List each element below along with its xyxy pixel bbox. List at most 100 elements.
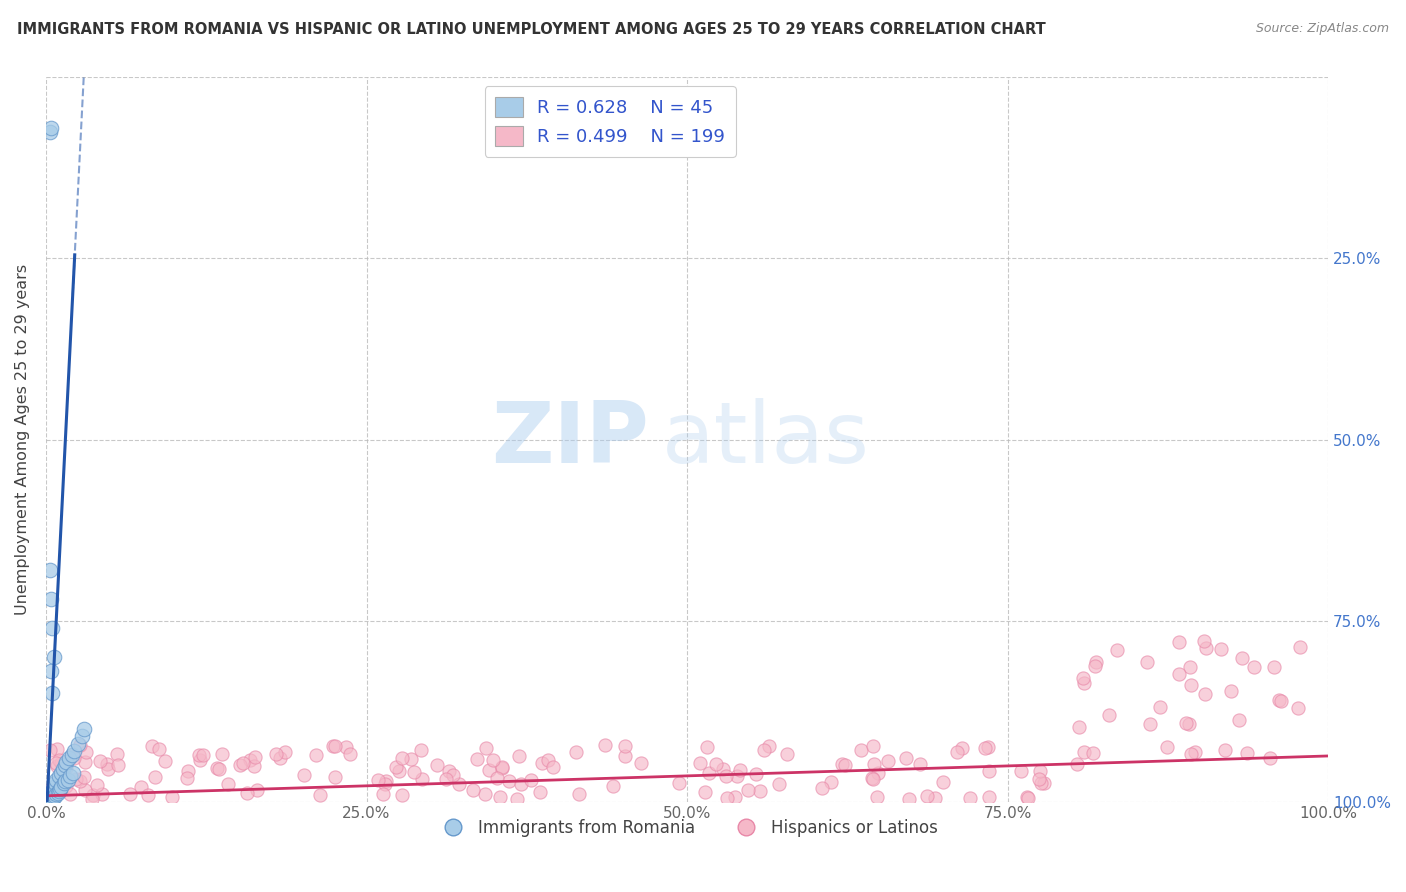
Point <box>44 789 66 803</box>
Point <box>56 772 79 787</box>
Point <box>51 780 73 794</box>
Point <box>69 738 91 752</box>
Point <box>437 764 460 778</box>
Point <box>537 753 560 767</box>
Point <box>714 769 737 783</box>
Point <box>1105 642 1128 657</box>
Point <box>932 774 955 789</box>
Point <box>273 745 295 759</box>
Point <box>449 777 471 791</box>
Point <box>38 783 60 797</box>
Point <box>188 753 211 767</box>
Point <box>1098 707 1121 722</box>
Point <box>39 786 62 800</box>
Point <box>236 786 259 800</box>
Point <box>1136 656 1159 670</box>
Point <box>89 754 111 768</box>
Point <box>1180 678 1202 692</box>
Point <box>488 789 510 804</box>
Point <box>959 790 981 805</box>
Point <box>862 756 884 771</box>
Point <box>749 783 772 797</box>
Point <box>1081 747 1104 761</box>
Point <box>768 777 790 791</box>
Point <box>426 758 449 772</box>
Point <box>1195 640 1218 655</box>
Point <box>374 774 396 789</box>
Point <box>160 789 183 804</box>
Point <box>38 792 60 806</box>
Point <box>602 779 624 793</box>
Point <box>48 769 70 783</box>
Point <box>1168 634 1191 648</box>
Point <box>1258 751 1281 765</box>
Point <box>866 789 889 804</box>
Point <box>531 756 554 771</box>
Point <box>264 747 287 761</box>
Point <box>851 743 873 757</box>
Point <box>73 722 96 736</box>
Point <box>41 621 63 635</box>
Point <box>834 758 856 772</box>
Point <box>38 791 60 805</box>
Point <box>491 761 513 775</box>
Point <box>946 745 969 759</box>
Point <box>1067 720 1090 734</box>
Point <box>58 751 80 765</box>
Point <box>42 649 65 664</box>
Point <box>205 761 228 775</box>
Point <box>979 790 1001 805</box>
Point <box>1263 660 1285 674</box>
Point <box>62 765 84 780</box>
Text: ZIP: ZIP <box>491 398 648 481</box>
Point <box>1211 641 1233 656</box>
Point <box>107 758 129 772</box>
Point <box>292 768 315 782</box>
Point <box>75 745 97 759</box>
Point <box>704 756 727 771</box>
Point <box>1213 743 1236 757</box>
Point <box>409 743 432 757</box>
Point <box>1232 650 1254 665</box>
Point <box>73 783 96 797</box>
Point <box>59 748 82 763</box>
Point <box>820 774 842 789</box>
Point <box>862 739 884 753</box>
Point <box>508 749 530 764</box>
Point <box>728 764 751 778</box>
Point <box>41 686 63 700</box>
Point <box>45 788 67 802</box>
Point <box>243 759 266 773</box>
Point <box>269 751 291 765</box>
Point <box>860 771 883 785</box>
Point <box>465 752 488 766</box>
Point <box>1156 739 1178 754</box>
Point <box>868 766 890 780</box>
Point <box>1219 683 1241 698</box>
Point <box>52 762 75 776</box>
Point <box>478 763 501 777</box>
Legend: Immigrants from Romania, Hispanics or Latinos: Immigrants from Romania, Hispanics or La… <box>430 813 943 844</box>
Point <box>402 764 425 779</box>
Point <box>1015 790 1038 805</box>
Point <box>45 756 67 770</box>
Point <box>46 758 69 772</box>
Point <box>148 742 170 756</box>
Point <box>1073 676 1095 690</box>
Point <box>53 758 76 772</box>
Point <box>39 121 62 136</box>
Point <box>55 755 77 769</box>
Point <box>1184 745 1206 759</box>
Point <box>506 791 529 805</box>
Point <box>950 741 973 756</box>
Point <box>1149 700 1171 714</box>
Point <box>120 787 142 801</box>
Point <box>63 744 86 758</box>
Point <box>46 742 69 756</box>
Point <box>191 747 214 762</box>
Point <box>1017 791 1039 805</box>
Point <box>335 740 357 755</box>
Point <box>1178 660 1201 674</box>
Point <box>39 742 62 756</box>
Point <box>1194 687 1216 701</box>
